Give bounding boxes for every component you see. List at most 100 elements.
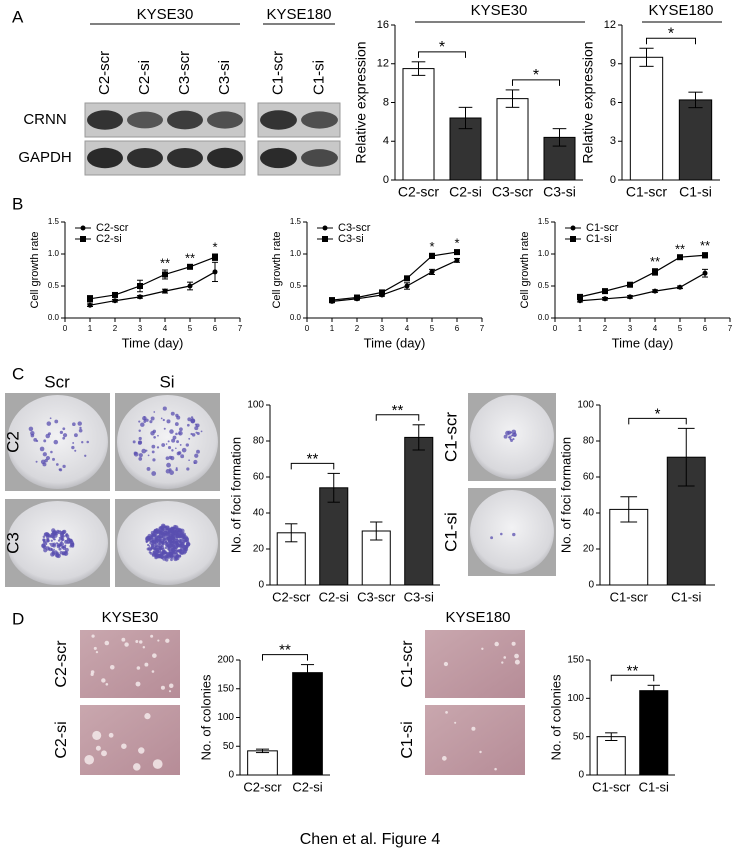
- significance-label: **: [627, 662, 639, 679]
- colony-dot: [45, 546, 50, 551]
- colony-dot: [175, 467, 178, 470]
- colony-dot: [153, 411, 156, 413]
- x-tick-label: C1-si: [639, 779, 669, 794]
- y-tick-label: 80: [253, 436, 265, 447]
- colony-dot: [175, 539, 180, 543]
- row-label: C2-scr: [53, 640, 70, 688]
- colony-dot: [178, 543, 183, 548]
- y-tick-label: 100: [247, 400, 264, 411]
- y-tick-label: 60: [253, 472, 265, 483]
- colony-dot: [171, 534, 173, 536]
- legend-label: C2-si: [96, 233, 122, 245]
- colony-dot: [163, 427, 166, 430]
- panel-letter: B: [12, 194, 23, 213]
- significance-bracket: [628, 417, 687, 425]
- colony-dot: [81, 441, 84, 444]
- colony-dot: [61, 545, 65, 549]
- bar: [629, 56, 664, 181]
- colony-dot: [184, 536, 189, 542]
- significance-bracket: [610, 674, 655, 682]
- colony-dot: [200, 430, 203, 433]
- panel-letter: A: [12, 7, 24, 26]
- x-tick-label: C1-si: [671, 589, 701, 604]
- blot-row-label: CRNN: [23, 111, 66, 128]
- x-tick-label: C2-si: [319, 589, 349, 604]
- marker: [329, 297, 335, 304]
- colony-dot: [187, 417, 192, 422]
- colony-dot: [166, 527, 170, 530]
- colony-dot: [151, 539, 154, 543]
- colony-dot: [172, 540, 177, 545]
- colony-dot: [59, 430, 64, 434]
- colony-dot: [165, 531, 169, 536]
- colony: [90, 672, 94, 676]
- blot-band: [260, 147, 297, 169]
- marker: [87, 295, 93, 302]
- colony-dot: [162, 549, 167, 555]
- x-tick-label: C1-si: [679, 184, 712, 200]
- lane-label: C1-scr: [269, 51, 286, 95]
- x-tick-label: 4: [405, 324, 410, 333]
- colony-dot: [169, 429, 174, 434]
- blot-group-title: KYSE30: [137, 6, 194, 23]
- colony-dot: [164, 542, 170, 547]
- legend-label: C2-scr: [96, 222, 129, 234]
- micrograph: [80, 630, 180, 698]
- colony-dot: [55, 463, 59, 466]
- colony-dot: [59, 543, 63, 547]
- y-tick-label: 80: [583, 436, 595, 447]
- colony: [108, 732, 114, 738]
- colony-dot: [53, 538, 56, 541]
- colony-dot: [159, 554, 164, 559]
- chart-title: KYSE180: [648, 2, 713, 19]
- marker: [137, 294, 143, 300]
- colony-dot: [61, 537, 65, 542]
- y-axis-label: No. of colonies: [548, 674, 563, 760]
- significance-bracket: [646, 37, 696, 45]
- colony-dot: [157, 434, 159, 437]
- colony-dot: [150, 416, 155, 421]
- colony-dot: [511, 434, 513, 437]
- chart-title: KYSE30: [471, 2, 528, 19]
- row-label: C2-si: [53, 721, 70, 758]
- significance-label: **: [160, 255, 170, 270]
- colony-dot: [152, 429, 157, 434]
- colony-dot: [159, 537, 162, 540]
- colony-dot: [173, 544, 179, 549]
- colony: [150, 634, 154, 638]
- y-tick-label: 16: [377, 19, 389, 31]
- y-axis-label: Relative expression: [580, 41, 596, 163]
- colony-dot: [162, 532, 166, 536]
- colony-dot: [46, 538, 50, 543]
- y-tick-label: 150: [217, 683, 234, 694]
- colony-dot: [58, 547, 62, 551]
- colony-dot: [155, 529, 159, 532]
- series-line: [331, 259, 458, 302]
- blot-band: [127, 111, 163, 129]
- colony-dot: [170, 456, 175, 461]
- blot-band: [87, 147, 123, 169]
- y-axis-label: Cell growth rate: [271, 231, 283, 308]
- colony-dot: [155, 545, 158, 548]
- x-axis-label: Time (day): [122, 335, 184, 350]
- blot-band: [127, 148, 163, 168]
- x-tick-label: 1: [330, 324, 335, 333]
- y-tick-label: 0.0: [538, 313, 550, 322]
- blot-band: [167, 148, 203, 168]
- colony-dot: [40, 459, 46, 465]
- y-tick-label: 40: [583, 508, 595, 519]
- colony-dot: [45, 543, 48, 546]
- colony-dot: [57, 530, 61, 535]
- colony-dot: [165, 443, 168, 445]
- colony: [511, 641, 516, 646]
- colony: [152, 759, 163, 769]
- colony-dot: [190, 418, 196, 424]
- x-tick-label: 4: [163, 324, 168, 333]
- colony: [471, 726, 476, 731]
- y-tick-label: 8: [383, 96, 389, 108]
- colony-dot: [145, 418, 149, 422]
- colony-dot: [161, 542, 164, 545]
- colony: [95, 650, 99, 654]
- y-tick-label: 1.5: [48, 217, 60, 226]
- colony-dot: [162, 406, 167, 411]
